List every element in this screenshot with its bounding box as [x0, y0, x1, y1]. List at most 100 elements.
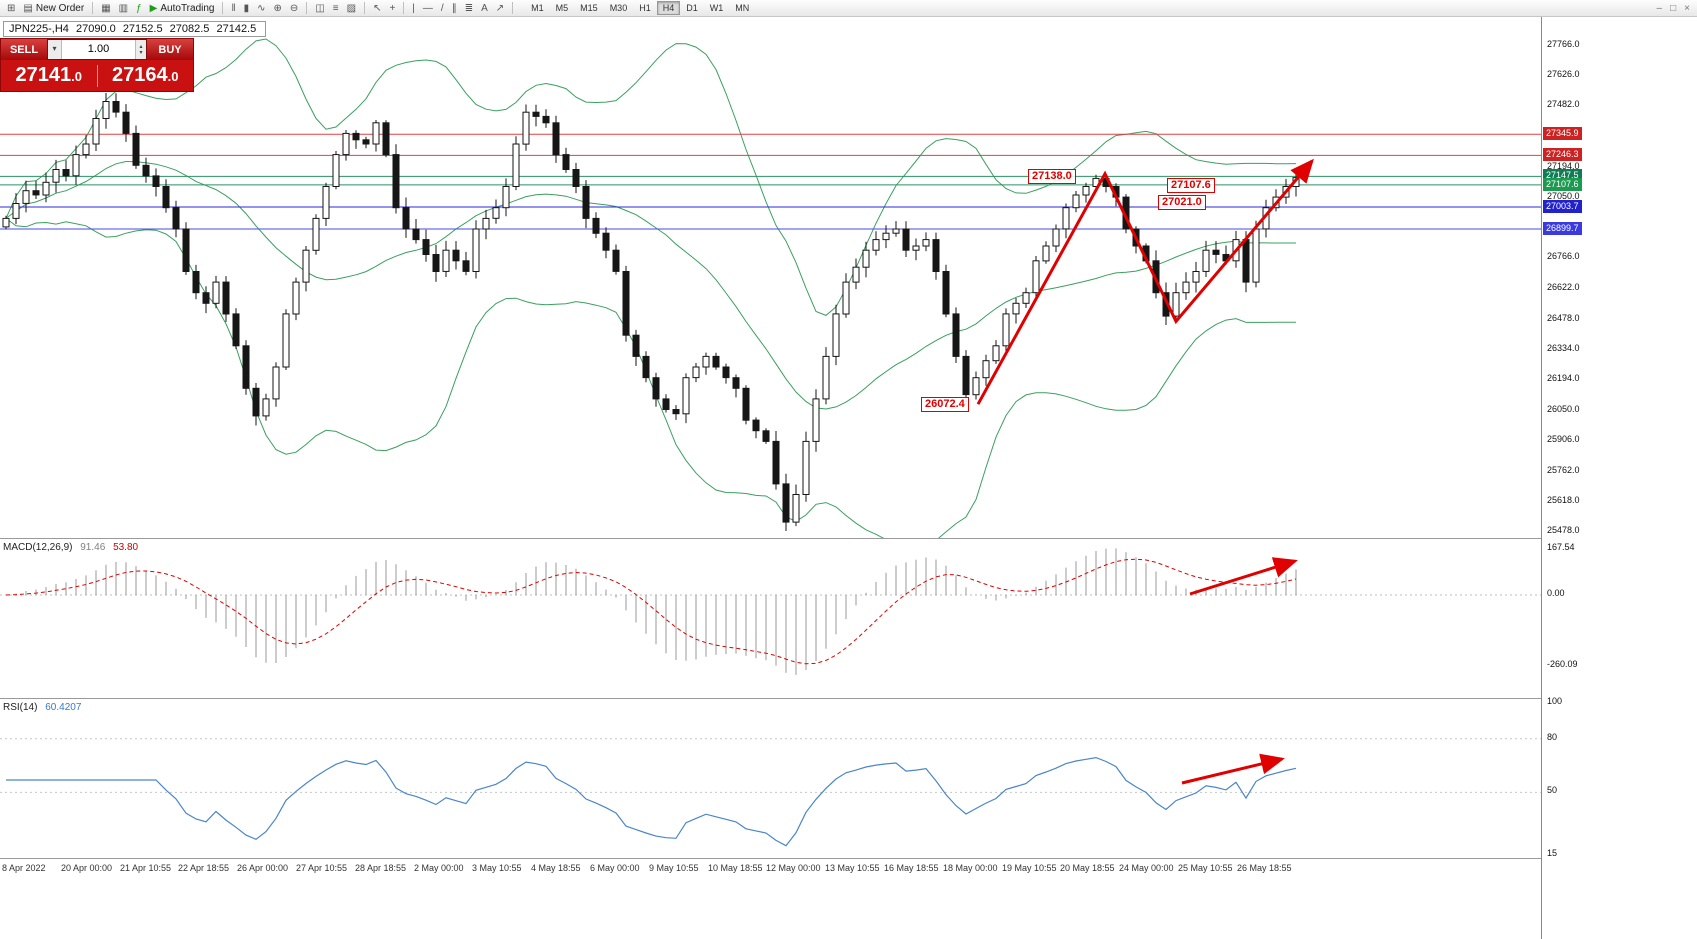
- autotrading-icon: ▶: [149, 2, 158, 14]
- sell-price[interactable]: 27141.0: [1, 64, 97, 87]
- buy-price-big: 27164: [112, 64, 168, 86]
- toolbar-separator: [92, 2, 94, 14]
- bottom-filler: [0, 880, 1541, 939]
- macd-signal-value: 53.80: [113, 542, 139, 553]
- rsi-indicator-pane[interactable]: RSI(14) 60.4207: [0, 698, 1541, 858]
- equidistant-channel-icon: ∥: [451, 2, 457, 14]
- indicators-button[interactable]: ƒ: [132, 1, 146, 16]
- macd-axis-label: 167.54: [1547, 542, 1575, 552]
- sell-price-big: 27141: [15, 64, 72, 86]
- new-order-button[interactable]: ▤ New Order: [19, 1, 88, 16]
- trendline-icon: /: [440, 2, 444, 14]
- price-tick-label: 26766.0: [1547, 251, 1580, 261]
- cursor-button[interactable]: ↖: [369, 1, 385, 16]
- timeframe-h4-button[interactable]: H4: [656, 1, 681, 15]
- open-value: 27090.0: [75, 23, 116, 35]
- restore-button[interactable]: □: [1670, 2, 1677, 14]
- sell-button[interactable]: SELL: [1, 39, 47, 60]
- timeframe-h1-button[interactable]: H1: [639, 3, 651, 13]
- minimize-button[interactable]: –: [1656, 2, 1663, 14]
- timeframe-m15-button[interactable]: M15: [580, 3, 598, 13]
- tile-windows-button[interactable]: ◫: [311, 1, 328, 16]
- profiles-button[interactable]: ▥: [115, 1, 132, 16]
- periods-button[interactable]: ≡: [329, 1, 343, 16]
- new-chart-button[interactable]: ⊞: [3, 1, 19, 16]
- price-tick-label: 26050.0: [1547, 404, 1580, 414]
- macd-label: MACD(12,26,9) 91.46 53.80: [3, 542, 143, 553]
- volume-dropdown-icon[interactable]: ▾: [48, 40, 62, 59]
- timeframe-m30-button[interactable]: M30: [609, 3, 628, 13]
- time-tick-label: 24 May 00:00: [1119, 863, 1174, 873]
- new-order-icon: ▤: [23, 2, 33, 14]
- volume-stepper[interactable]: ▴ ▾: [135, 40, 146, 59]
- trade-prices-row: 27141.0 27164.0: [1, 60, 193, 91]
- macd-axis-label: 0.00: [1547, 588, 1565, 598]
- vertical-line-button[interactable]: |: [408, 1, 419, 16]
- autotrading-button[interactable]: ▶ AutoTrading: [146, 1, 219, 16]
- close-button[interactable]: ×: [1684, 2, 1690, 14]
- toolbar-separator: [403, 2, 405, 14]
- price-tick-label: 27766.0: [1547, 39, 1580, 49]
- time-tick-label: 9 May 10:55: [649, 863, 699, 873]
- bar-chart-mode-button[interactable]: ‖: [227, 1, 239, 16]
- equidistant-channel-button[interactable]: ∥: [448, 1, 461, 16]
- rsi-axis-label: 50: [1547, 785, 1558, 795]
- line-chart-mode-icon: ∿: [257, 2, 266, 14]
- buy-button[interactable]: BUY: [147, 39, 193, 60]
- templates-button[interactable]: ▨: [343, 1, 360, 16]
- time-axis[interactable]: 8 Apr 2022 20 Apr 00:00 21 Apr 10:55 22 Apr…: [0, 858, 1541, 880]
- crosshair-button[interactable]: +: [385, 1, 399, 16]
- price-line-badge: 27345.9: [1543, 127, 1582, 140]
- trendline-button[interactable]: /: [437, 1, 448, 16]
- time-tick-label: 20 Apr 00:00: [61, 863, 113, 873]
- timeframe-mn-button[interactable]: MN: [735, 3, 750, 13]
- low-value: 27082.5: [169, 23, 210, 35]
- text-tool-icon: A: [481, 2, 488, 14]
- candlestick-mode-button[interactable]: ▮: [240, 1, 254, 16]
- candlestick-chart-canvas[interactable]: [0, 17, 1541, 538]
- rsi-axis-label: 80: [1547, 732, 1558, 742]
- arrows-tool-button[interactable]: ↗: [492, 1, 508, 16]
- timeframe-m1-button[interactable]: M1: [531, 3, 544, 13]
- time-tick-label: 8 Apr 2022: [2, 863, 46, 873]
- rsi-name: RSI(14): [3, 702, 38, 713]
- horizontal-line-button[interactable]: —: [419, 1, 437, 16]
- time-tick-label: 27 Apr 10:55: [296, 863, 348, 873]
- zoom-out-button[interactable]: ⊖: [286, 1, 302, 16]
- volume-value: 1.00: [87, 43, 110, 55]
- zoom-in-button[interactable]: ⊕: [270, 1, 286, 16]
- time-tick-label: 6 May 00:00: [590, 863, 640, 873]
- price-tick-label: 27050.0: [1547, 191, 1580, 201]
- macd-chart-canvas[interactable]: [0, 539, 1541, 698]
- fibonacci-icon: ≣: [464, 2, 474, 14]
- price-tick-label: 27482.0: [1547, 99, 1580, 109]
- time-tick-label: 21 Apr 10:55: [120, 863, 172, 873]
- stepper-down-icon[interactable]: ▾: [139, 49, 143, 56]
- time-tick-label: 20 May 18:55: [1060, 863, 1115, 873]
- buy-price-decimal: .0: [167, 69, 179, 84]
- line-chart-mode-button[interactable]: ∿: [253, 1, 269, 16]
- timeframe-d1-button[interactable]: D1: [686, 3, 698, 13]
- toolbar-separator: [512, 2, 514, 14]
- rsi-axis-label: 100: [1547, 696, 1563, 706]
- price-tick-label: 26622.0: [1547, 282, 1580, 292]
- trade-buttons-row: SELL ▾ 1.00 ▴ ▾ BUY: [1, 39, 193, 60]
- rsi-chart-canvas[interactable]: [0, 699, 1541, 858]
- time-tick-label: 4 May 18:55: [531, 863, 581, 873]
- time-tick-label: 12 May 00:00: [766, 863, 821, 873]
- timeframe-m5-button[interactable]: M5: [555, 3, 569, 13]
- fibonacci-button[interactable]: ≣: [461, 1, 477, 16]
- price-chart-pane[interactable]: JPN225-,H4 27090.0 27152.5 27082.5 27142…: [0, 17, 1541, 538]
- volume-field[interactable]: ▾ 1.00 ▴ ▾: [47, 39, 147, 60]
- stepper-up-icon[interactable]: ▴: [139, 43, 143, 50]
- macd-indicator-pane[interactable]: MACD(12,26,9) 91.46 53.80: [0, 538, 1541, 698]
- macd-value: 91.46: [80, 542, 106, 553]
- timeframe-w1-button[interactable]: W1: [709, 3, 724, 13]
- price-axis[interactable]: 27766.027626.027482.027338.027194.027050…: [1541, 17, 1697, 939]
- charts-button[interactable]: ▦: [97, 1, 114, 16]
- text-tool-button[interactable]: A: [477, 1, 492, 16]
- tile-windows-icon: ◫: [315, 2, 325, 14]
- candlestick-mode-icon: ▮: [243, 2, 250, 14]
- autotrading-label: AutoTrading: [160, 2, 215, 14]
- buy-price[interactable]: 27164.0: [98, 64, 194, 87]
